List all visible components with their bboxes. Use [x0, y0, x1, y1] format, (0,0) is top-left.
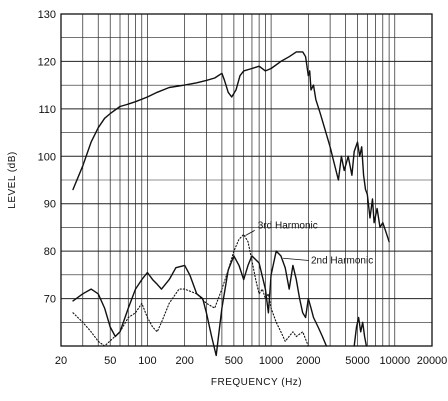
- series-group: [72, 51, 390, 357]
- x-tick-label: 200: [175, 355, 193, 367]
- grid: [61, 14, 432, 346]
- x-tick-label: 20000: [417, 355, 448, 367]
- annotation-leader-2nd: [283, 257, 309, 261]
- x-tick-label: 100: [138, 355, 156, 367]
- annotations: 3rd Harmonic 2nd Harmonic: [245, 220, 373, 266]
- x-axis-label: FREQUENCY (Hz): [211, 377, 302, 388]
- x-tick-label: 500: [225, 355, 243, 367]
- x-tick-label: 10000: [379, 355, 410, 367]
- x-tick-label: 2000: [296, 355, 320, 367]
- y-tick-label: 70: [44, 294, 56, 306]
- y-tick-label: 90: [44, 199, 56, 211]
- annotation-3rd-harmonic: 3rd Harmonic: [258, 220, 318, 231]
- y-tick-label: 80: [44, 246, 56, 258]
- series-3rd-harmonic: [72, 233, 309, 347]
- x-tick-label: 5000: [345, 355, 369, 367]
- x-tick-label: 20: [55, 355, 67, 367]
- y-tick-label: 120: [38, 56, 56, 68]
- y-axis-label: LEVEL (dB): [7, 151, 18, 208]
- series-line: [353, 316, 368, 347]
- x-tick-label: 50: [104, 355, 116, 367]
- plot-frame: [60, 13, 433, 347]
- y-tick-label: 130: [38, 9, 56, 21]
- annotation-2nd-harmonic: 2nd Harmonic: [311, 255, 373, 266]
- x-tick-labels: 20 50 100 200 500 1000 2000 5000 10000 20000: [55, 355, 447, 367]
- series-2nd-harmonic: [72, 250, 328, 357]
- y-tick-label: 110: [38, 104, 56, 116]
- series-line: [72, 51, 390, 243]
- x-tick-label: 1000: [259, 355, 283, 367]
- annotation-leader-3rd: [245, 230, 255, 236]
- y-tick-labels: 70 80 90 100 110 120 130: [38, 9, 56, 306]
- y-tick-label: 100: [38, 151, 56, 163]
